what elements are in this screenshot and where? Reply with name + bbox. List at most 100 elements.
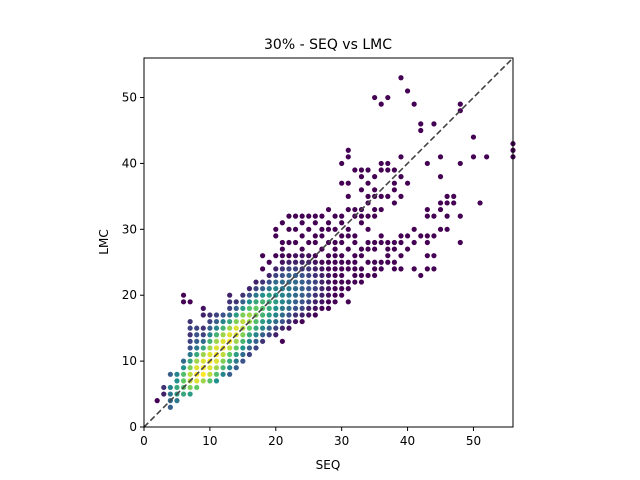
data-point — [332, 286, 337, 291]
data-point — [300, 319, 305, 324]
data-point — [207, 372, 212, 377]
data-point — [385, 95, 390, 100]
data-point — [207, 345, 212, 350]
data-point — [392, 181, 397, 186]
data-point — [339, 253, 344, 258]
data-point — [346, 286, 351, 291]
data-point — [425, 161, 430, 166]
data-point — [339, 220, 344, 225]
data-point — [438, 200, 443, 205]
data-point — [313, 240, 318, 245]
data-point — [260, 339, 265, 344]
data-point — [273, 326, 278, 331]
data-point — [359, 220, 364, 225]
data-point — [201, 345, 206, 350]
data-point — [247, 306, 252, 311]
data-point — [253, 286, 258, 291]
data-point — [207, 365, 212, 370]
data-point — [293, 299, 298, 304]
x-tick-label: 30 — [334, 434, 349, 448]
data-point — [306, 240, 311, 245]
y-axis-label: LMC — [97, 229, 111, 254]
data-point — [286, 326, 291, 331]
data-point — [247, 332, 252, 337]
data-point — [188, 391, 193, 396]
data-point — [286, 273, 291, 278]
data-point — [286, 286, 291, 291]
data-point — [365, 227, 370, 232]
data-point — [260, 326, 265, 331]
data-point — [398, 240, 403, 245]
data-point — [445, 227, 450, 232]
data-point — [339, 293, 344, 298]
data-point — [181, 391, 186, 396]
data-point — [247, 339, 252, 344]
data-point — [280, 260, 285, 265]
data-point — [214, 312, 219, 317]
data-point — [313, 233, 318, 238]
data-point — [398, 174, 403, 179]
data-point — [234, 319, 239, 324]
data-point — [425, 253, 430, 258]
data-point — [181, 293, 186, 298]
data-point — [267, 306, 272, 311]
data-point — [306, 273, 311, 278]
data-point — [392, 200, 397, 205]
data-point — [438, 207, 443, 212]
data-point — [306, 293, 311, 298]
data-point — [260, 286, 265, 291]
data-point — [332, 279, 337, 284]
data-point — [346, 154, 351, 159]
data-point — [168, 391, 173, 396]
data-point — [332, 266, 337, 271]
data-point — [280, 273, 285, 278]
data-point — [458, 240, 463, 245]
data-point — [346, 260, 351, 265]
data-point — [484, 154, 489, 159]
data-point — [247, 312, 252, 317]
data-point — [438, 154, 443, 159]
data-point — [220, 352, 225, 357]
data-point — [286, 240, 291, 245]
data-point — [293, 240, 298, 245]
data-point — [247, 299, 252, 304]
data-point — [306, 266, 311, 271]
data-point — [214, 365, 219, 370]
data-point — [319, 279, 324, 284]
data-point — [412, 266, 417, 271]
data-point — [247, 345, 252, 350]
data-point — [300, 306, 305, 311]
data-point — [174, 372, 179, 377]
data-point — [227, 359, 232, 364]
data-point — [412, 227, 417, 232]
data-point — [267, 312, 272, 317]
data-point — [445, 200, 450, 205]
data-point — [438, 227, 443, 232]
data-point — [260, 266, 265, 271]
data-point — [418, 233, 423, 238]
data-point — [379, 167, 384, 172]
data-point — [286, 306, 291, 311]
data-point — [280, 246, 285, 251]
data-point — [346, 233, 351, 238]
x-tick-label: 40 — [400, 434, 415, 448]
data-point — [445, 214, 450, 219]
data-point — [286, 293, 291, 298]
data-point — [359, 279, 364, 284]
data-point — [313, 214, 318, 219]
y-tick-label: 50 — [122, 91, 137, 105]
data-point — [418, 121, 423, 126]
data-point — [359, 167, 364, 172]
data-point — [379, 102, 384, 107]
data-point — [267, 279, 272, 284]
data-point — [385, 260, 390, 265]
data-point — [253, 319, 258, 324]
data-point — [451, 194, 456, 199]
data-point — [174, 398, 179, 403]
data-point — [300, 233, 305, 238]
data-point — [365, 214, 370, 219]
data-point — [339, 266, 344, 271]
data-point — [431, 266, 436, 271]
data-point — [332, 240, 337, 245]
data-point — [379, 207, 384, 212]
